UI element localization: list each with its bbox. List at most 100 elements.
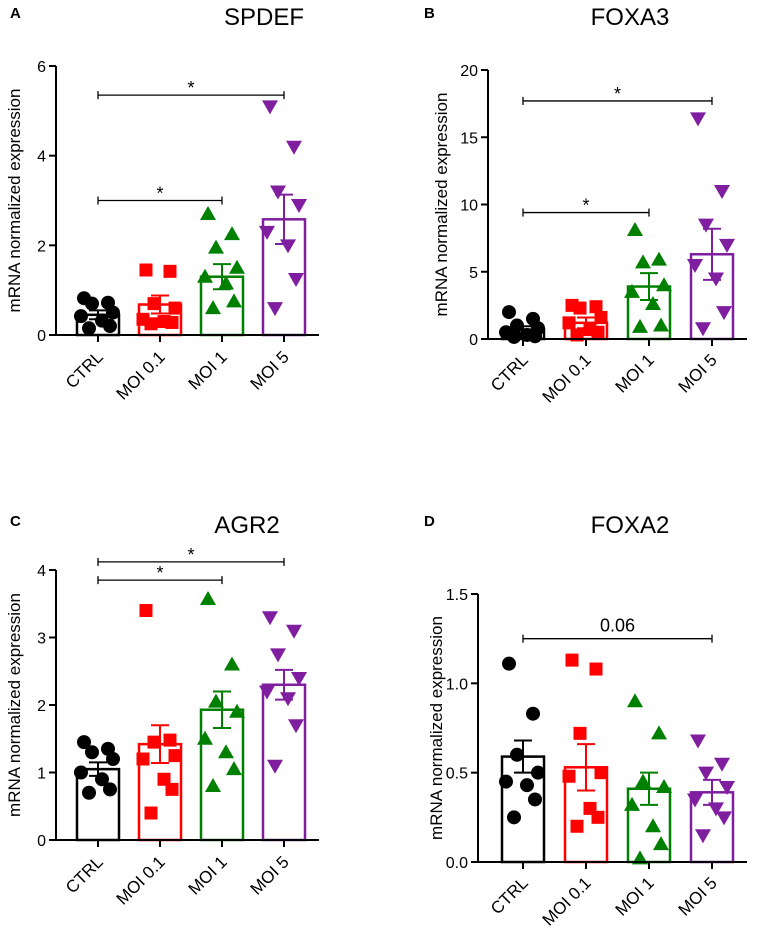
data-point [651, 725, 667, 740]
data-point [259, 685, 275, 700]
error-bar [698, 778, 726, 806]
y-tick-label: 4 [37, 563, 46, 580]
chart-title: SPDEF [224, 4, 304, 31]
data-point [656, 778, 672, 793]
significance-bracket: * [97, 545, 285, 566]
significance-label: 0.06 [600, 616, 635, 636]
data-point [144, 806, 158, 820]
y-tick-label: 3 [37, 631, 46, 648]
y-tick-label: 5 [469, 265, 478, 282]
data-point [502, 305, 516, 320]
data-point [714, 757, 730, 772]
y-axis-label: mRNA normalized expression [5, 593, 24, 817]
y-tick-label: 2 [37, 238, 46, 255]
data-point [528, 792, 542, 807]
data-point [589, 662, 603, 676]
error-bar [270, 193, 298, 245]
data-point [77, 735, 91, 750]
data-point [719, 238, 735, 253]
data-point [165, 315, 179, 329]
data-point [632, 318, 648, 333]
y-tick-label: 10 [460, 198, 478, 215]
category-label: MOI 1 [612, 350, 658, 396]
data-point [267, 759, 283, 774]
panel-c: C AGR2 mRNA normalized expression CTRL MOI 0… [5, 512, 319, 909]
data-point [139, 263, 153, 277]
data-point [103, 782, 117, 797]
data-point [632, 850, 648, 865]
data-point [526, 706, 540, 721]
y-tick-label: 20 [460, 63, 478, 80]
significance-label: * [187, 78, 194, 98]
data-point [168, 749, 182, 763]
data-point [570, 819, 584, 833]
data-point [106, 305, 120, 320]
error-bar [146, 294, 174, 315]
y-axis-label: mRNA normalized expression [5, 89, 24, 313]
y-tick-label: 6 [37, 59, 46, 76]
data-point [565, 653, 579, 667]
significance-bracket: * [522, 84, 713, 105]
error-bar [146, 724, 174, 765]
data-point [507, 810, 521, 825]
data-point [624, 796, 640, 811]
error-bar [208, 263, 236, 291]
error-bar [208, 690, 236, 729]
category-label: CTRL [62, 852, 107, 897]
data-point [165, 782, 179, 796]
data-point [528, 329, 542, 344]
data-point [157, 772, 171, 786]
category-label: MOI 0.1 [539, 873, 595, 929]
data-point [716, 306, 732, 321]
data-point [653, 317, 669, 332]
category-label: MOI 5 [247, 347, 293, 393]
error-bar [572, 743, 600, 792]
chart-title: AGR2 [214, 512, 279, 539]
y-tick-label: 0 [37, 328, 46, 345]
data-point [270, 185, 286, 200]
data-point [200, 591, 216, 606]
category-label: MOI 0.1 [113, 347, 169, 403]
category-label: MOI 1 [185, 347, 231, 393]
category-label: CTRL [62, 347, 107, 392]
data-point [635, 773, 651, 788]
significance-label: * [156, 563, 163, 583]
y-tick-label: 1.5 [446, 587, 468, 604]
category-label: CTRL [487, 350, 532, 395]
data-point [499, 774, 513, 789]
significance-bracket: * [97, 78, 285, 100]
chart-title: FOXA3 [591, 4, 670, 31]
error-bar [84, 309, 112, 321]
data-point [627, 222, 643, 237]
category-label: MOI 1 [612, 873, 658, 919]
data-point [695, 322, 711, 337]
data-point [653, 836, 669, 851]
category-label: MOI 5 [675, 873, 721, 919]
data-point [259, 225, 275, 240]
data-point [147, 735, 161, 749]
data-point [270, 648, 286, 663]
data-point [262, 611, 278, 626]
y-tick-label: 0.0 [446, 855, 468, 872]
significance-label: * [156, 184, 163, 204]
data-point [690, 734, 706, 749]
data-point [229, 703, 245, 718]
data-point [594, 310, 608, 324]
data-point [267, 302, 283, 317]
data-point [716, 811, 732, 826]
y-tick-label: 0.5 [446, 766, 468, 783]
data-point [698, 766, 714, 781]
data-point [218, 744, 234, 759]
data-point [82, 785, 96, 800]
data-point [286, 624, 302, 639]
data-point [288, 719, 304, 734]
y-tick-label: 0 [469, 332, 478, 349]
significance-bracket: * [522, 196, 650, 217]
category-label: MOI 1 [185, 852, 231, 898]
data-point [562, 769, 576, 783]
data-point [226, 293, 242, 308]
data-point [288, 272, 304, 287]
data-point [502, 656, 516, 671]
